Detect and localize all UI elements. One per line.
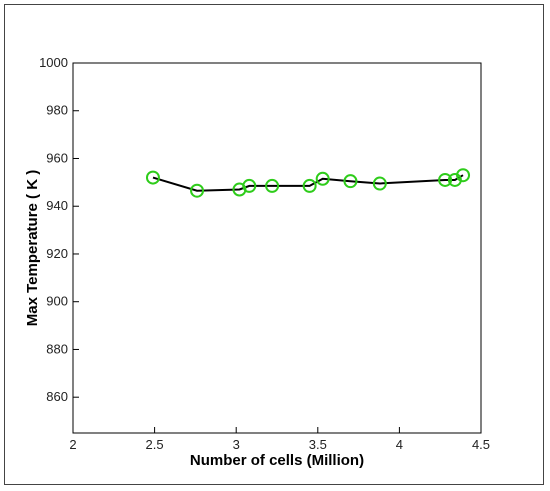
- x-tick-label: 3: [233, 437, 240, 452]
- data-point-marker: [302, 178, 317, 193]
- x-tick-label: 3.5: [309, 437, 327, 452]
- data-point-marker: [242, 178, 257, 193]
- series-layer: [145, 168, 471, 198]
- y-tick-label: 1000: [39, 55, 68, 70]
- data-point-marker: [145, 170, 160, 185]
- y-tick-label: 880: [46, 341, 68, 356]
- data-point-marker: [343, 174, 358, 189]
- data-point-marker: [190, 183, 205, 198]
- y-tick-label: 860: [46, 389, 68, 404]
- y-tick-label: 900: [46, 294, 68, 309]
- plot-area: [72, 62, 482, 434]
- y-tick-label: 940: [46, 198, 68, 213]
- x-tick-label: 2.5: [146, 437, 164, 452]
- y-axis-ticks: 860 880 900 920 940 960 980 1000: [39, 55, 79, 404]
- data-point-marker: [265, 178, 280, 193]
- chart-frame: [4, 4, 544, 485]
- data-point-marker: [438, 172, 453, 187]
- x-axis-ticks: 2 2.5 3 3.5 4 4.5: [69, 427, 490, 452]
- data-point-marker: [315, 171, 330, 186]
- x-tick-label: 4: [396, 437, 403, 452]
- y-tick-label: 960: [46, 150, 68, 165]
- data-point-marker: [372, 176, 387, 191]
- x-tick-label: 4.5: [472, 437, 490, 452]
- x-tick-label: 2: [69, 437, 76, 452]
- y-axis-label: Max Temperature ( K ): [24, 170, 41, 326]
- x-axis-label: Number of cells (Million): [190, 452, 364, 469]
- y-tick-label: 920: [46, 246, 68, 261]
- data-point-marker: [456, 168, 471, 183]
- y-tick-label: 980: [46, 103, 68, 118]
- series-line: [152, 174, 464, 192]
